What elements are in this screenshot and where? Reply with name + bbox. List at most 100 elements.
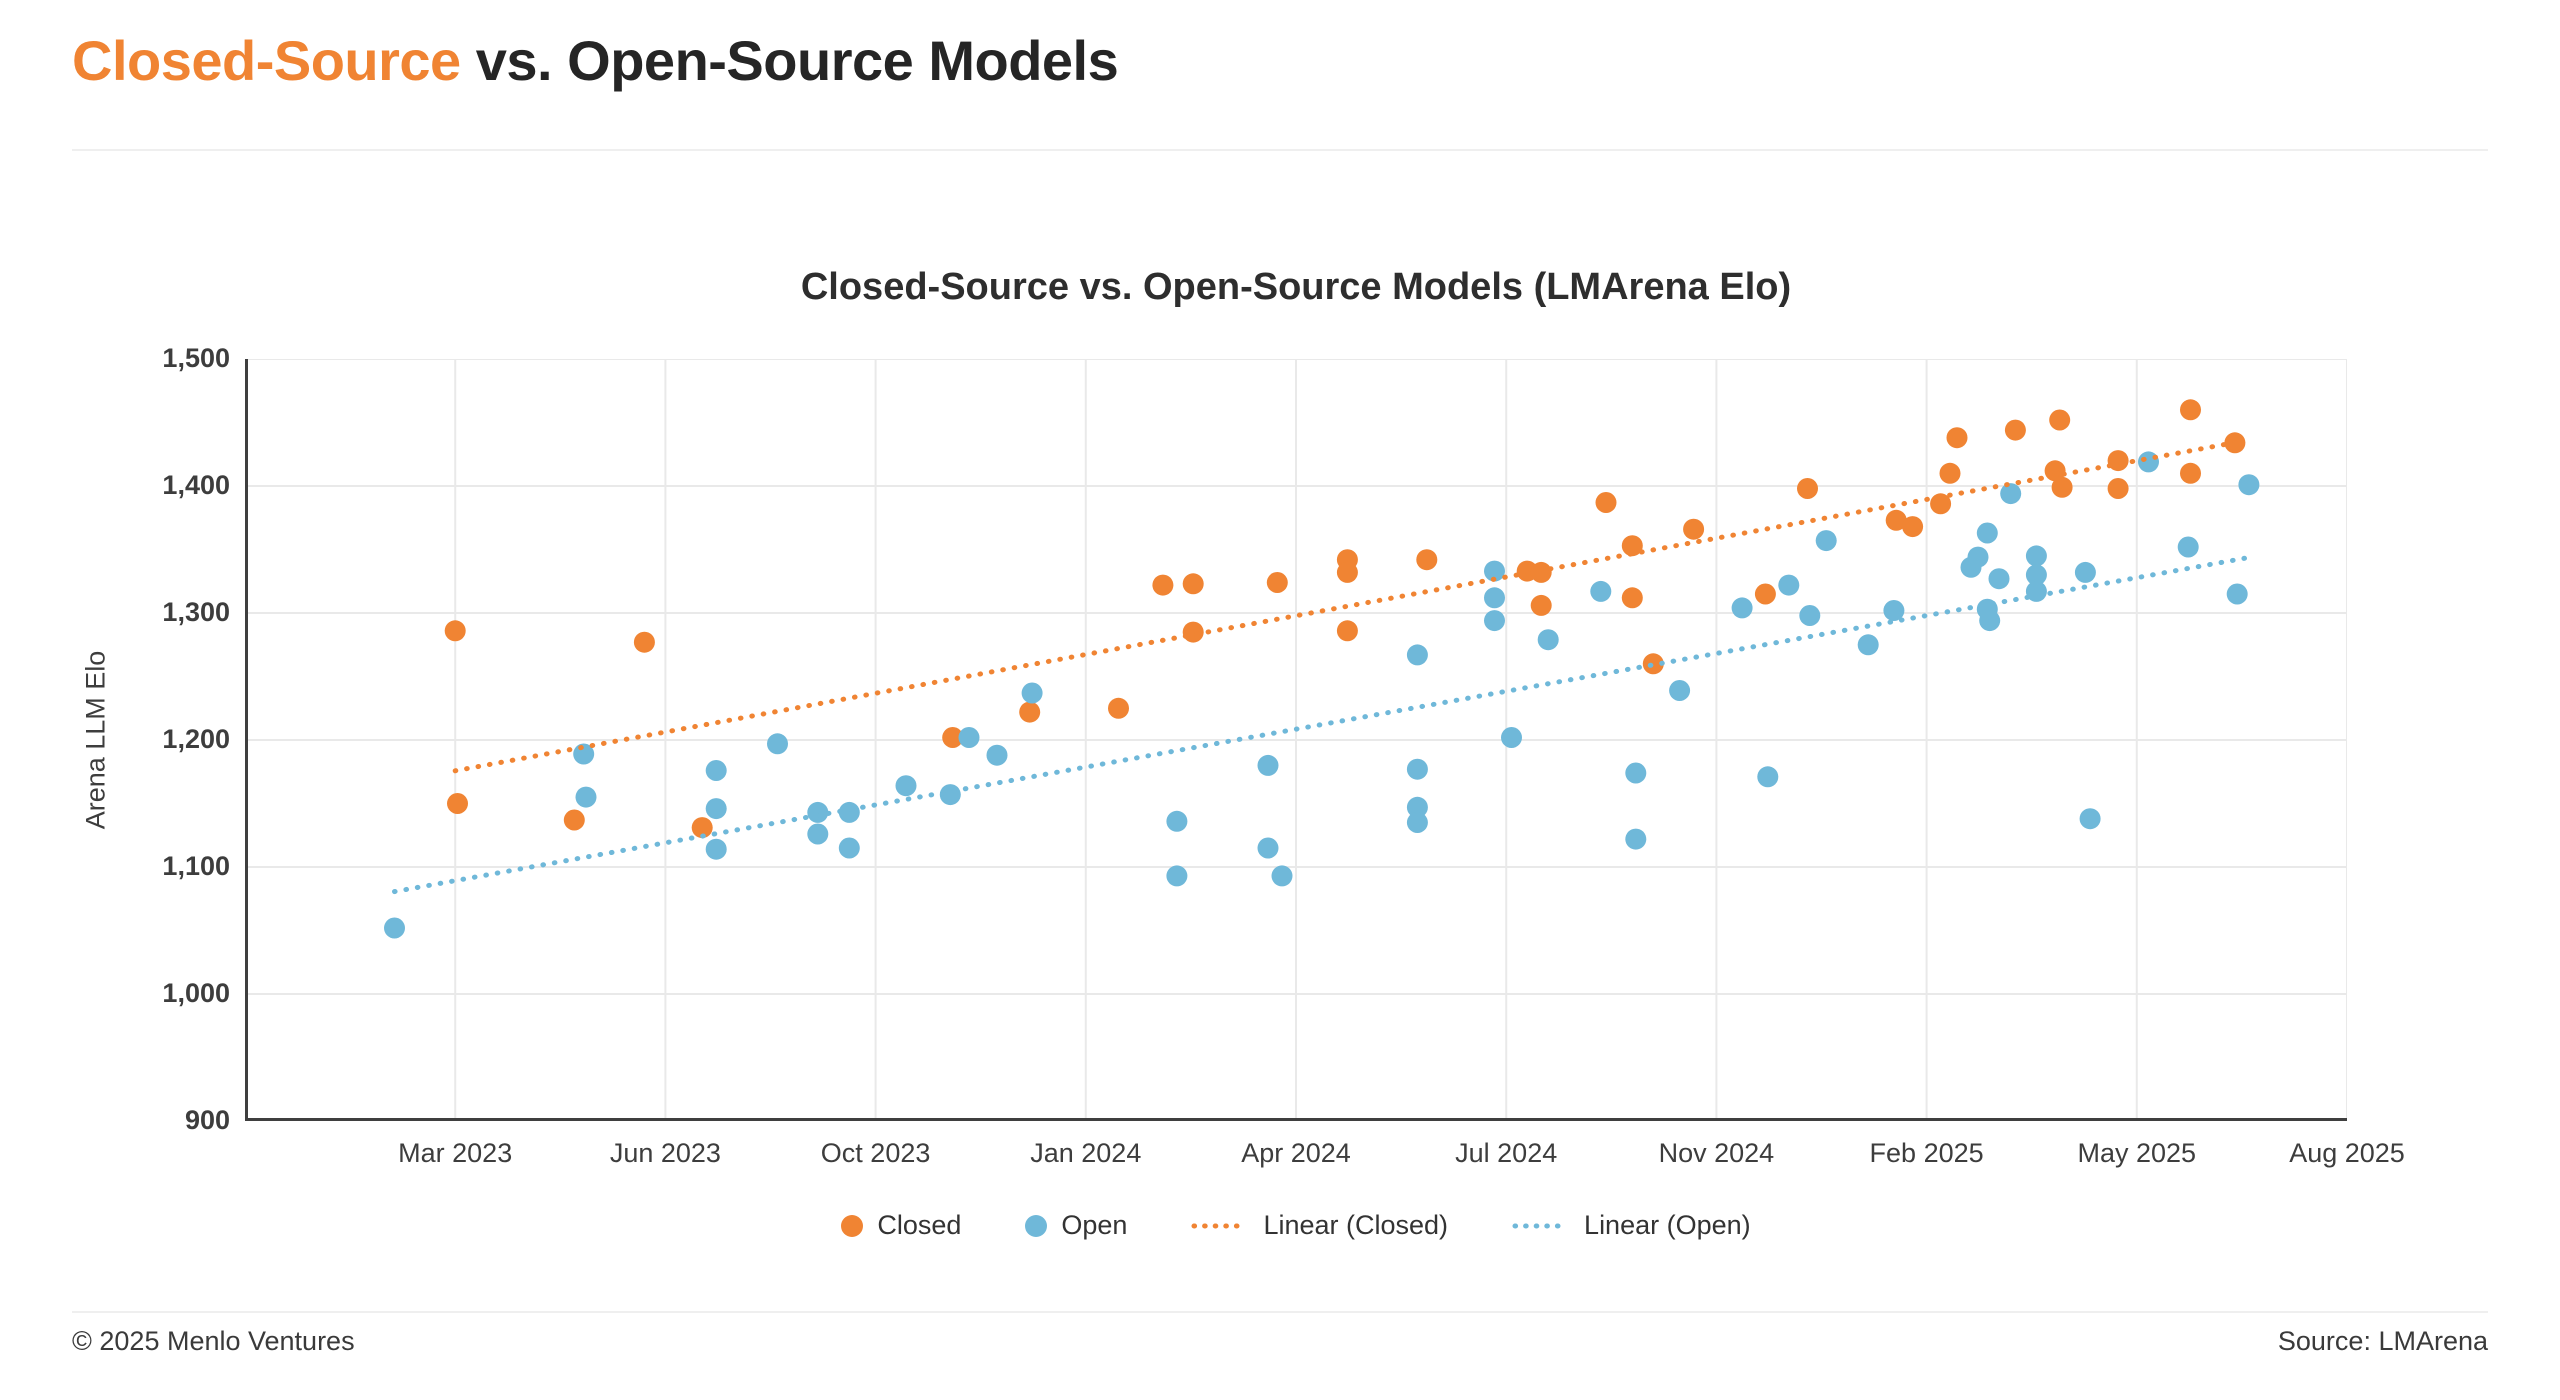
legend-label: Closed	[877, 1210, 962, 1240]
x-tick-label: Jun 2023	[609, 1138, 721, 1168]
data-point-open	[1271, 865, 1293, 887]
data-point-open	[1406, 796, 1428, 818]
x-tick-label: Jan 2024	[1030, 1138, 1142, 1168]
data-point-open	[2238, 474, 2260, 496]
legend-label: Linear (Open)	[1584, 1210, 1751, 1240]
data-point-open	[705, 798, 727, 820]
legend-marker-dotted-line-icon	[1191, 1223, 1249, 1228]
legend-label: Open	[1061, 1210, 1128, 1240]
data-point-closed	[1902, 516, 1924, 538]
data-point-closed	[1946, 427, 1968, 449]
data-point-open	[986, 744, 1008, 766]
y-tick-label: 1,400	[162, 470, 230, 500]
data-point-open	[1967, 546, 1989, 568]
x-tick-label: Aug 2025	[2289, 1138, 2405, 1168]
data-point-open	[1406, 644, 1428, 666]
data-point-open	[1669, 680, 1691, 701]
data-point-open	[1731, 597, 1753, 619]
data-point-open	[807, 801, 829, 823]
legend-item-linear-open: Linear (Open)	[1512, 1210, 1751, 1241]
chart-legend: Closed Open Linear (Closed) Linear (Open)	[245, 1210, 2347, 1241]
x-tick-label: Mar 2023	[398, 1138, 513, 1168]
data-point-open	[2138, 451, 2159, 473]
data-point-closed	[1019, 701, 1041, 723]
data-point-closed	[2180, 399, 2201, 421]
data-point-open	[838, 801, 860, 823]
data-point-open	[2025, 564, 2047, 586]
data-point-closed	[1930, 493, 1952, 515]
data-point-closed	[447, 793, 468, 814]
data-point-closed	[1182, 621, 1204, 643]
x-tick-label: Apr 2024	[1241, 1138, 1351, 1168]
data-point-closed	[942, 727, 964, 748]
data-point-closed	[1621, 535, 1643, 557]
data-point-open	[767, 733, 788, 755]
x-tick-label: Nov 2024	[1658, 1138, 1775, 1168]
y-tick-label: 1,000	[162, 978, 230, 1008]
data-point-open	[1799, 605, 1821, 626]
data-point-closed	[1182, 573, 1204, 595]
data-point-open	[384, 917, 405, 939]
data-point-closed	[691, 817, 713, 839]
data-point-open	[1406, 758, 1428, 780]
data-point-open	[1988, 568, 2010, 590]
data-point-closed	[1621, 587, 1643, 609]
data-point-closed	[1336, 620, 1358, 642]
footer-divider	[72, 1311, 2488, 1313]
data-point-closed	[1754, 583, 1776, 605]
data-point-closed	[2004, 419, 2026, 441]
x-tick-label: Feb 2025	[1869, 1138, 1984, 1168]
chart-canvas	[245, 358, 2348, 1121]
data-point-open	[1406, 812, 1428, 833]
data-point-closed	[1416, 549, 1438, 571]
legend-marker-dot-icon	[1025, 1214, 1048, 1237]
data-point-closed	[1152, 574, 1174, 596]
data-point-open	[2226, 583, 2248, 605]
source-text: Source: LMArena	[2277, 1326, 2488, 1356]
data-point-open	[958, 727, 980, 748]
data-point-open	[1979, 610, 2001, 632]
data-point-closed	[2049, 409, 2071, 431]
data-point-closed	[633, 631, 655, 653]
y-tick-label: 1,100	[162, 851, 230, 881]
data-point-open	[1166, 810, 1188, 832]
data-point-closed	[2051, 476, 2073, 498]
data-point-open	[2079, 808, 2101, 830]
data-point-closed	[1939, 462, 1961, 484]
y-tick-label: 900	[184, 1105, 230, 1135]
trendline-closed	[452, 440, 2238, 774]
data-point-open	[1590, 580, 1612, 602]
legend-marker-dot-icon	[841, 1214, 864, 1237]
data-point-open	[575, 786, 597, 808]
legend-label: Linear (Closed)	[1263, 1210, 1449, 1240]
data-point-closed	[1642, 653, 1664, 675]
data-point-closed	[444, 620, 466, 642]
data-point-closed	[1266, 572, 1288, 593]
header-divider	[72, 149, 2488, 151]
data-point-open	[895, 775, 917, 797]
x-tick-label: May 2025	[2077, 1138, 2197, 1168]
legend-item-closed: Closed	[841, 1210, 961, 1241]
data-point-open	[2177, 536, 2199, 558]
data-point-closed	[1530, 594, 1552, 616]
data-point-open	[1484, 587, 1505, 609]
data-point-open	[1815, 530, 1837, 552]
data-point-open	[2074, 561, 2096, 583]
page-title-highlight: Closed-Source	[72, 29, 461, 92]
legend-item-open: Open	[1025, 1210, 1127, 1241]
data-point-closed	[2180, 462, 2201, 484]
data-point-open	[1857, 634, 1879, 656]
data-point-closed	[1595, 492, 1617, 513]
data-point-open	[2025, 580, 2047, 602]
x-tick-label: Oct 2023	[820, 1138, 931, 1168]
data-point-open	[1021, 682, 1043, 704]
data-point-open	[2025, 545, 2047, 567]
chart-title: Closed-Source vs. Open-Source Models (LM…	[800, 266, 1792, 308]
data-point-closed	[1108, 697, 1129, 719]
data-point-open	[1484, 610, 1505, 632]
copyright-text: © 2025 Menlo Ventures	[72, 1326, 355, 1356]
data-point-closed	[1683, 518, 1705, 540]
data-point-closed	[1885, 509, 1907, 531]
data-point-open	[1484, 560, 1505, 582]
y-tick-label: 1,500	[162, 343, 230, 373]
